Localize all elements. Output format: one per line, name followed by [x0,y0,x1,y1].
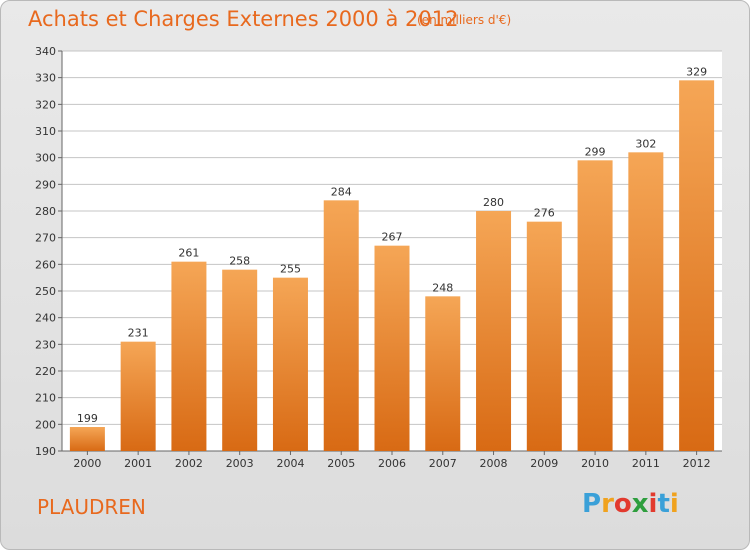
bar-value-label: 248 [432,281,453,294]
bar-value-label: 267 [382,231,403,244]
chart-title: Achats et Charges Externes 2000 à 2012 [28,7,459,31]
y-tick-label: 250 [35,285,56,298]
x-tick-label: 2012 [683,457,711,470]
x-tick-label: 2006 [378,457,406,470]
x-tick-label: 2002 [175,457,203,470]
y-tick-label: 200 [35,418,56,431]
y-tick-label: 330 [35,72,56,85]
x-tick-label: 2005 [327,457,355,470]
bar-2007 [425,296,461,451]
bar-2005 [323,200,359,451]
bar-value-label: 199 [77,412,98,425]
x-tick-label: 2000 [73,457,101,470]
bar-2000 [69,427,105,451]
x-tick-label: 2010 [581,457,609,470]
bar-2006 [374,245,410,451]
x-tick-label: 2008 [480,457,508,470]
bar-2004 [272,277,308,451]
bar-value-label: 276 [534,207,555,220]
y-tick-label: 260 [35,258,56,271]
y-tick-label: 340 [35,45,56,58]
y-tick-label: 220 [35,365,56,378]
chart-subtitle: (en milliers d'€) [417,13,512,27]
bar-value-label: 255 [280,263,301,276]
bar-value-label: 258 [229,255,250,268]
bar-value-label: 280 [483,196,504,209]
x-tick-label: 2004 [276,457,304,470]
proxiti-logo: Proxiti [582,489,679,519]
bar-value-label: 299 [585,145,606,158]
logo-letter: P [582,489,602,519]
y-tick-label: 290 [35,178,56,191]
logo-letter: o [613,489,632,519]
bar-value-label: 231 [128,327,149,340]
bar-value-label: 261 [178,247,199,260]
y-tick-label: 320 [35,98,56,111]
logo-letter: i [669,489,679,519]
y-tick-label: 190 [35,445,56,458]
bar-2008 [476,211,512,451]
bar-2011 [628,152,664,452]
bar-2010 [577,160,613,452]
bar-value-label: 284 [331,185,352,198]
bar-2003 [222,269,258,451]
logo-letter: t [657,489,670,519]
bar-value-label: 302 [635,137,656,150]
bar-2002 [171,261,207,451]
x-tick-label: 2011 [632,457,660,470]
x-tick-label: 2007 [429,457,457,470]
y-tick-label: 310 [35,125,56,138]
bar-2009 [526,221,562,451]
logo-letter: x [631,489,649,519]
y-tick-label: 210 [35,392,56,405]
y-tick-label: 230 [35,338,56,351]
y-tick-label: 300 [35,152,56,165]
y-tick-label: 280 [35,205,56,218]
bar-2001 [120,341,156,451]
logo-letter: r [601,489,614,519]
x-tick-label: 2009 [530,457,558,470]
bar-2012 [679,80,715,451]
y-tick-label: 240 [35,312,56,325]
x-tick-label: 2001 [124,457,152,470]
x-tick-label: 2003 [226,457,254,470]
logo-letter: i [648,489,658,519]
bar-value-label: 329 [686,65,707,78]
commune-name: PLAUDREN [37,495,146,519]
y-tick-label: 270 [35,232,56,245]
